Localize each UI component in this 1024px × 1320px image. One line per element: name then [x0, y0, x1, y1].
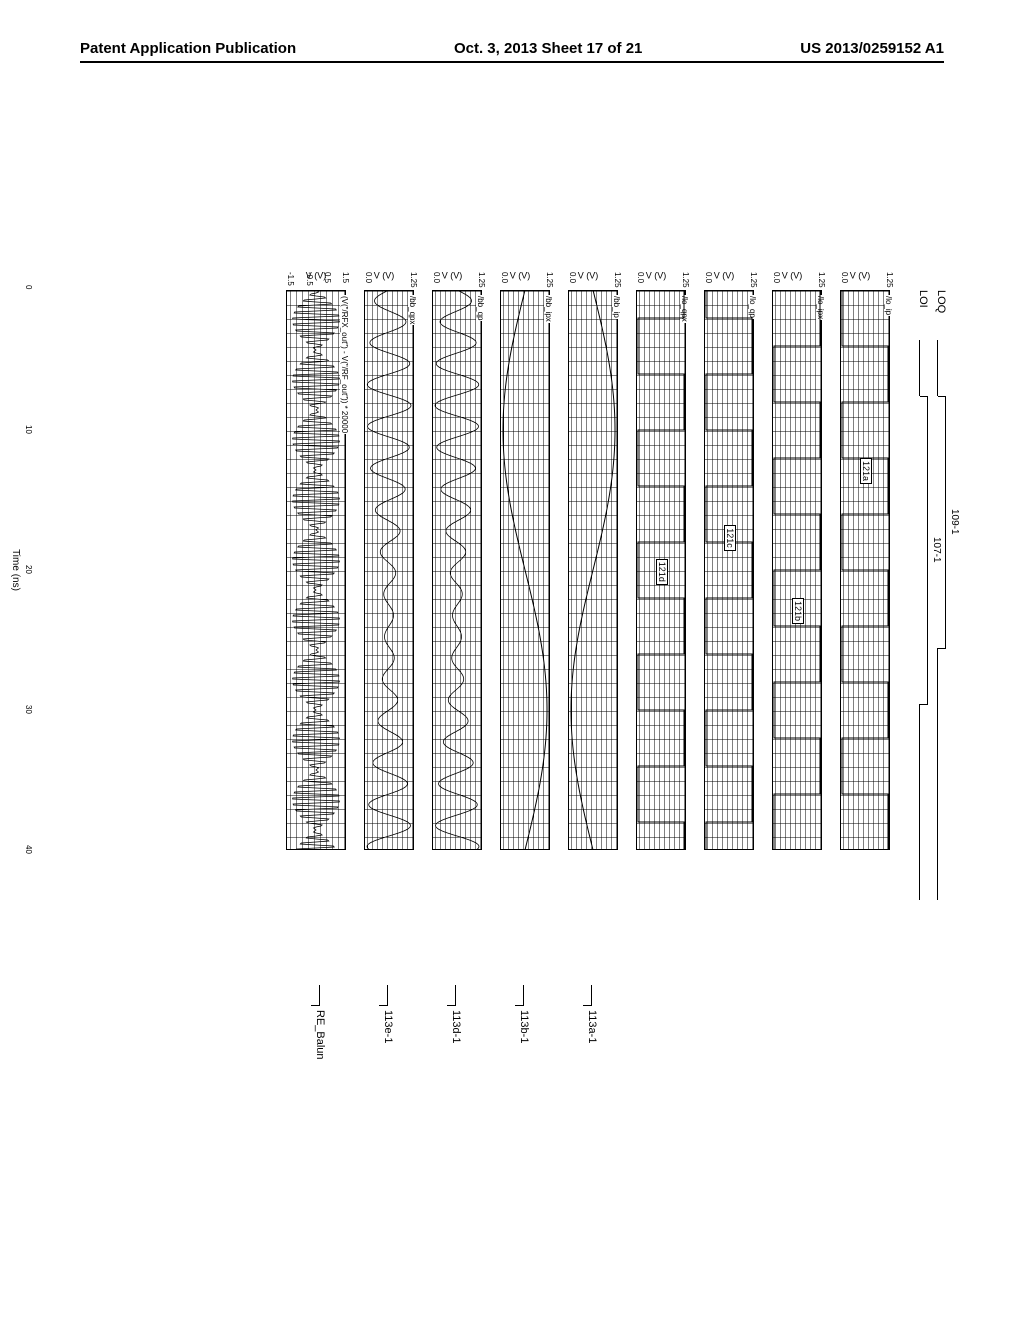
panel-title: /bb_qpx	[408, 295, 417, 325]
panel-8: V (V)1.50.5-0.5-1.5(V("/RFX_out") - V("/…	[286, 290, 346, 930]
y-tick: -1.5	[286, 272, 295, 286]
header-left: Patent Application Publication	[80, 40, 296, 57]
panels-container: V (V)1.250.0/lo_ip121aV (V)1.250.0/lo_ip…	[278, 290, 890, 930]
panel-4: V (V)1.250.0/bb_ip	[558, 290, 618, 930]
x-tick: 0	[24, 285, 33, 289]
panel-3: V (V)1.250.0/lo_qpx121d	[626, 290, 686, 930]
x-axis: Time (ns) 010203040	[10, 290, 21, 850]
y-tick: 1.25	[681, 272, 690, 288]
x-tick: 20	[24, 565, 33, 574]
side-callout: 113a-1	[586, 1010, 598, 1043]
top-signals: LOQ109-1LOI107-1	[914, 290, 950, 930]
signal-callout: 109-1	[949, 507, 960, 537]
y-label: V (V)	[782, 270, 803, 280]
signal-label: LOQ	[935, 290, 947, 340]
y-tick: 0.0	[636, 272, 645, 283]
grid	[772, 290, 822, 850]
annotation: 121d	[656, 559, 668, 585]
figure-label: FIG 6B	[0, 902, 1, 960]
annotation: 121c	[724, 525, 736, 551]
panel-6: V (V)1.250.0/bb_qp	[422, 290, 482, 930]
header-right: US 2013/0259152 A1	[800, 40, 944, 57]
y-label: V (V)	[714, 270, 735, 280]
y-label: V (V)	[646, 270, 667, 280]
panel-title: /lo_ipx	[816, 295, 825, 320]
grid	[364, 290, 414, 850]
y-tick: 0.0	[364, 272, 373, 283]
y-tick: 0.5	[323, 272, 332, 283]
y-tick: 0.0	[704, 272, 713, 283]
panel-0: V (V)1.250.0/lo_ip121a	[830, 290, 890, 930]
panel-5: V (V)1.250.0/bb_ipx	[490, 290, 550, 930]
y-tick: 1.25	[885, 272, 894, 288]
panel-title: /lo_qp	[748, 295, 757, 319]
panel-title: /lo_ip	[884, 295, 893, 316]
panel-1: V (V)1.250.0/lo_ipx121b	[762, 290, 822, 930]
y-tick: 0.0	[432, 272, 441, 283]
grid	[568, 290, 618, 850]
y-tick: 1.25	[613, 272, 622, 288]
signal-label: LOI	[917, 290, 929, 340]
signal-row-loi: LOI107-1	[914, 290, 932, 930]
x-axis-label: Time (ns)	[10, 549, 21, 591]
y-tick: 0.0	[840, 272, 849, 283]
side-callout: 113e-1	[382, 1010, 394, 1043]
y-tick: 0.0	[568, 272, 577, 283]
y-tick: 1.25	[409, 272, 418, 288]
y-tick: -0.5	[305, 272, 314, 286]
grid	[704, 290, 754, 850]
grid	[432, 290, 482, 850]
grid	[840, 290, 890, 850]
page: Patent Application Publication Oct. 3, 2…	[0, 0, 1024, 1320]
header-center: Oct. 3, 2013 Sheet 17 of 21	[454, 40, 642, 57]
y-label: V (V)	[578, 270, 599, 280]
y-tick: 1.25	[749, 272, 758, 288]
y-label: V (V)	[374, 270, 395, 280]
y-tick: 0.0	[500, 272, 509, 283]
panel-2: V (V)1.250.0/lo_qp121c	[694, 290, 754, 930]
grid	[500, 290, 550, 850]
annotation: 121a	[860, 458, 872, 484]
figure-area: LOQ109-1LOI107-1 V (V)1.250.0/lo_ip121aV…	[90, 290, 910, 930]
y-label: V (V)	[850, 270, 871, 280]
y-label: V (V)	[442, 270, 463, 280]
annotation: 121b	[792, 598, 804, 624]
side-callout: RE_Balun	[314, 1010, 326, 1060]
panel-title: /bb_ipx	[544, 295, 553, 323]
y-tick: 1.25	[477, 272, 486, 288]
y-tick: 1.5	[341, 272, 350, 283]
panel-title: /lo_qpx	[680, 295, 689, 323]
signal-row-loq: LOQ109-1	[932, 290, 950, 930]
side-callout: 113b-1	[518, 1010, 530, 1043]
panel-title: /bb_ip	[612, 295, 621, 319]
y-tick: 1.25	[817, 272, 826, 288]
y-tick: 0.0	[772, 272, 781, 283]
grid	[286, 290, 346, 850]
y-label: V (V)	[510, 270, 531, 280]
x-tick: 30	[24, 705, 33, 714]
x-tick: 40	[24, 845, 33, 854]
side-callout: 113d-1	[450, 1010, 462, 1043]
x-tick: 10	[24, 425, 33, 434]
panel-7: V (V)1.250.0/bb_qpx	[354, 290, 414, 930]
page-header: Patent Application Publication Oct. 3, 2…	[80, 40, 944, 63]
panel-title: /bb_qp	[476, 295, 485, 321]
panel-title: (V("/RFX_out") - V("/RF_out")) * 20000	[340, 295, 349, 434]
signal-callout: 107-1	[931, 535, 942, 565]
y-tick: 1.25	[545, 272, 554, 288]
